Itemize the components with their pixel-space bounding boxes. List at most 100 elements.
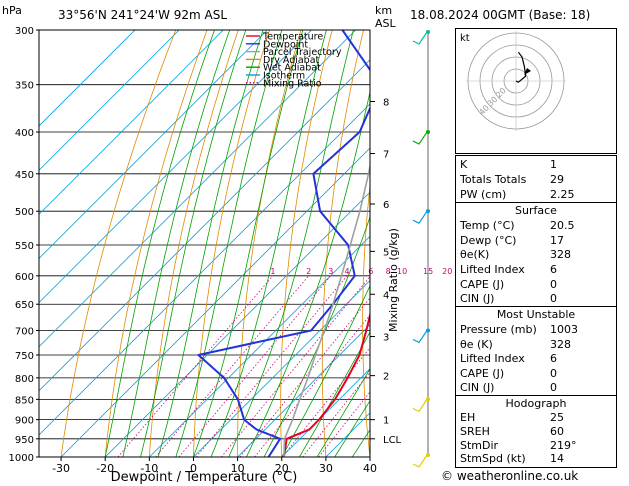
wet-adiabat-line bbox=[246, 90, 370, 457]
pressure-tick-label: 350 bbox=[15, 81, 34, 92]
pressure-tick-label: 1000 bbox=[9, 453, 34, 464]
pressure-tick-label: 750 bbox=[15, 351, 34, 362]
hodograph-unit-label: kt bbox=[460, 33, 470, 44]
height-km-tick-label: 1 bbox=[383, 416, 389, 427]
mixing-ratio-tick-label: 1 bbox=[270, 267, 275, 276]
isotherm-line bbox=[281, 368, 370, 457]
index-row: PW (cm) 2.25 bbox=[460, 188, 575, 201]
mixing-ratio-tick-label: 3 bbox=[328, 267, 333, 276]
pressure-unit-label: hPa bbox=[2, 4, 22, 17]
pressure-tick-label: 800 bbox=[15, 374, 34, 385]
hodograph-panel: kt 20 30 40 bbox=[455, 28, 617, 154]
mixing-ratio-tick-label: 10 bbox=[397, 267, 407, 276]
x-tick-label: -10 bbox=[140, 462, 158, 475]
mixing-ratio-line bbox=[155, 275, 309, 457]
x-tick-label: 40 bbox=[363, 462, 377, 475]
mixing-ratio-axis-label: Mixing Ratio (g/kg) bbox=[387, 228, 400, 332]
dry-adiabat-line bbox=[148, 30, 239, 457]
x-tick-label: -30 bbox=[52, 462, 70, 475]
dry-adiabat-line bbox=[402, 30, 426, 457]
dry-adiabat-line bbox=[104, 30, 208, 457]
pressure-tick-label: 400 bbox=[15, 128, 34, 139]
wind-barb bbox=[412, 131, 428, 145]
height-km-tick-label: 4 bbox=[383, 290, 389, 301]
height-km-tick-label: 2 bbox=[383, 372, 389, 383]
isotherm-line bbox=[39, 30, 136, 127]
surface-title: Surface bbox=[515, 204, 557, 217]
x-tick-label: -20 bbox=[96, 462, 114, 475]
dry-adiabat-line bbox=[362, 181, 370, 457]
wet-adiabat-line bbox=[210, 30, 327, 457]
parcel-trajectory-line bbox=[283, 162, 370, 457]
x-tick-label: 0 bbox=[190, 462, 197, 475]
legend-label-wet-adiabat: Wet Adiabat bbox=[263, 63, 321, 74]
isotherm-line bbox=[39, 30, 180, 171]
x-tick-label: 30 bbox=[319, 462, 333, 475]
x-axis-label: Dewpoint / Temperature (°C) bbox=[111, 470, 298, 485]
index-row: Totals Totals 29 bbox=[460, 173, 564, 186]
asl-label: ASL bbox=[375, 17, 396, 30]
most-unstable-row: CAPE (J) 0 bbox=[460, 367, 557, 380]
legend-label-parcel-trajectory: Parcel Trajectory bbox=[263, 47, 342, 58]
wet-adiabat-line bbox=[263, 215, 370, 457]
height-km-tick-label: 3 bbox=[383, 333, 389, 344]
dewpoint-line bbox=[197, 30, 370, 457]
hodograph-params-panel: Hodograph EH 25 SREH 60 StmDir 219° StmSpd … bbox=[455, 395, 617, 468]
plot-area bbox=[39, 30, 370, 457]
pressure-tick-label: 550 bbox=[15, 241, 34, 252]
legend-label-dewpoint: Dewpoint bbox=[263, 39, 308, 50]
height-km-tick-label: LCL bbox=[383, 435, 402, 446]
most-unstable-row: CIN (J) 0 bbox=[460, 381, 557, 394]
mixing-ratio-tick-label: 20 bbox=[442, 267, 452, 276]
storm-motion-arrow bbox=[524, 68, 531, 75]
hodograph-params-row: SREH 60 bbox=[460, 425, 564, 438]
mixing-ratio-line bbox=[254, 314, 370, 457]
hodograph-params-row: StmDir 219° bbox=[460, 439, 577, 452]
surface-row: Temp (°C) 20.5 bbox=[460, 219, 575, 232]
legend-label-dry-adiabat: Dry Adiabat bbox=[263, 55, 320, 66]
wet-adiabat-line bbox=[281, 284, 370, 457]
isotherm-line bbox=[39, 103, 370, 436]
mixing-ratio-tick-label: 6 bbox=[368, 267, 373, 276]
mixing-ratio-line bbox=[239, 297, 370, 457]
most-unstable-row: θe (K) 328 bbox=[460, 338, 571, 351]
pressure-tick-label: 700 bbox=[15, 327, 34, 338]
datetime-label: 18.08.2024 00GMT (Base: 18) bbox=[410, 8, 591, 22]
legend-label-temperature: Temperature bbox=[262, 32, 323, 43]
height-km-tick-label: 8 bbox=[383, 97, 389, 108]
wind-barb bbox=[412, 210, 428, 224]
pressure-tick-label: 450 bbox=[15, 170, 34, 181]
wet-adiabat-line bbox=[157, 30, 264, 457]
hodograph-params-title: Hodograph bbox=[505, 397, 567, 410]
height-km-tick-label: 5 bbox=[383, 247, 389, 258]
pressure-tick-label: 950 bbox=[15, 435, 34, 446]
wet-adiabat-line bbox=[334, 400, 370, 457]
surface-row: Lifted Index 6 bbox=[460, 263, 557, 276]
isotherm-line bbox=[60, 147, 370, 457]
surface-row: CIN (J) 0 bbox=[460, 292, 557, 305]
hodograph-params-row: StmSpd (kt) 14 bbox=[460, 452, 564, 465]
mixing-ratio-line bbox=[195, 275, 348, 457]
mixing-ratio-line bbox=[178, 275, 332, 457]
copyright-label: © weatheronline.co.uk bbox=[441, 469, 579, 483]
wind-barb bbox=[412, 31, 428, 45]
isotherm-line bbox=[193, 279, 370, 457]
wet-adiabat-line bbox=[316, 368, 370, 457]
km-label: km bbox=[375, 4, 393, 17]
wet-adiabat-line bbox=[122, 30, 231, 457]
surface-row: Dewp (°C) 17 bbox=[460, 234, 564, 247]
dry-adiabat-line bbox=[193, 30, 270, 457]
legend-label-mixing-ratio: Mixing Ratio bbox=[263, 78, 322, 89]
pressure-tick-label: 850 bbox=[15, 395, 34, 406]
most-unstable-title: Most Unstable bbox=[496, 308, 576, 321]
mixing-ratio-line bbox=[117, 275, 274, 457]
dry-adiabat-line bbox=[237, 30, 302, 457]
wet-adiabat-line bbox=[104, 30, 215, 457]
isotherm-line bbox=[237, 324, 370, 457]
isotherm-line bbox=[39, 30, 224, 215]
mixing-ratio-line bbox=[220, 276, 370, 457]
